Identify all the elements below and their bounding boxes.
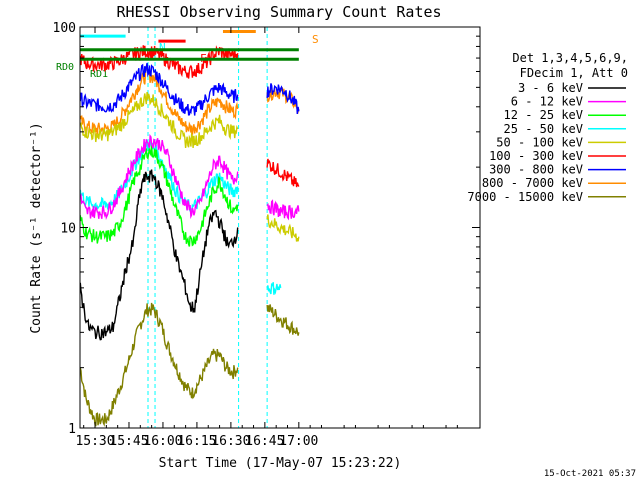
x-tick-label-1: 15:45 (109, 434, 148, 449)
series-line-5-seg-0 (79, 45, 239, 79)
series-line-1-seg-0 (79, 133, 239, 221)
series-line-6-seg-0 (79, 62, 239, 116)
legend-label-0: 3 - 6 keV (518, 81, 583, 95)
annotation-rd1-label: RD1 (90, 69, 108, 80)
series-line-4-seg-0 (80, 91, 239, 148)
legend-label-7: 800 - 7000 keV (482, 176, 583, 190)
series-line-6-seg-1 (266, 83, 300, 114)
legend-label-1: 6 - 12 keV (511, 95, 583, 109)
y-tick-label-1: 10 (60, 222, 76, 237)
x-tick-label-4: 16:30 (211, 434, 250, 449)
annotation-rd0-label: RD0 (56, 62, 74, 73)
legend-header-line-1: Det 1,3,4,5,6,9, (512, 51, 628, 65)
series-line-0-seg-0 (79, 169, 239, 341)
legend-label-5: 100 - 300 keV (489, 149, 583, 163)
series-line-8-seg-1 (266, 304, 300, 336)
series-line-7-seg-1 (266, 86, 300, 115)
chart-title: RHESSI Observing Summary Count Rates (116, 3, 441, 21)
legend-label-6: 300 - 800 keV (489, 163, 583, 177)
plot-area (79, 27, 300, 428)
x-axis-label: Start Time (17-May-07 15:23:22) (159, 456, 402, 471)
series-line-1-seg-1 (266, 199, 300, 221)
legend-label-3: 25 - 50 keV (504, 122, 583, 136)
x-tick-label-3: 16:15 (177, 434, 216, 449)
y-axis-label: Count Rate (s⁻¹ detector⁻¹) (29, 122, 44, 333)
x-tick-label-6: 17:00 (279, 434, 318, 449)
x-tick-label-2: 16:00 (143, 434, 182, 449)
annotation-s-label: S (312, 33, 319, 46)
y-tick-label-2: 100 (53, 21, 76, 36)
series-line-2-seg-0 (79, 145, 239, 247)
series-line-3-seg-0 (79, 138, 239, 214)
series-line-8-seg-0 (79, 302, 239, 428)
series-line-5-seg-1 (266, 158, 300, 188)
x-tick-label-5: 16:45 (245, 434, 284, 449)
timestamp: 15-Oct-2021 05:37 (544, 469, 636, 479)
annotation-n-label: N (159, 41, 166, 54)
legend-label-2: 12 - 25 keV (504, 108, 583, 122)
series-line-3-seg-1 (266, 282, 282, 295)
series-line-4-seg-1 (266, 214, 300, 242)
legend-label-8: 7000 - 15000 keV (467, 190, 583, 204)
x-tick-label-0: 15:30 (75, 434, 114, 449)
series-line-7-seg-0 (79, 67, 239, 136)
legend-header-line-2: FDecim 1, Att 0 (520, 66, 628, 80)
legend-label-4: 50 - 100 keV (496, 135, 583, 149)
y-tick-label-0: 1 (68, 422, 76, 437)
